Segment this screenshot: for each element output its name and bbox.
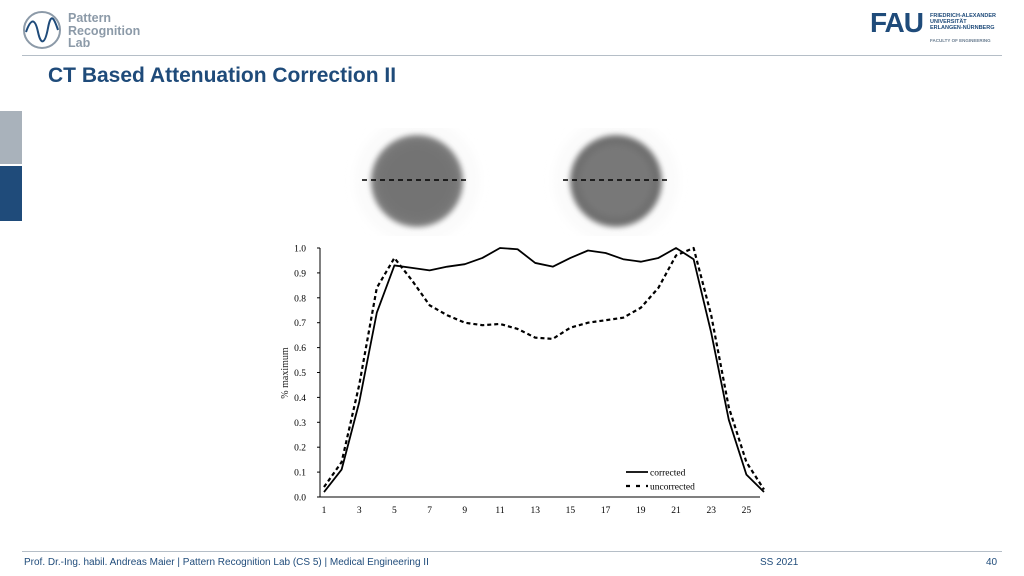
y-tick-label: 1.0 <box>294 245 306 255</box>
footer-credits: Prof. Dr.-Ing. habil. Andreas Maier | Pa… <box>24 557 429 568</box>
series-line-uncorrected <box>323 246 765 491</box>
phantom-images <box>359 128 674 236</box>
side-tab-grey <box>0 111 22 164</box>
y-tick-label: 0.1 <box>294 469 306 479</box>
x-tick-label: 21 <box>671 506 681 516</box>
y-tick-label: 0.9 <box>294 269 306 279</box>
y-tick-label: 0.2 <box>294 444 306 454</box>
lab-logo: Pattern Recognition Lab <box>22 10 152 54</box>
footer-semester: SS 2021 <box>760 557 799 568</box>
x-tick-label: 3 <box>357 506 362 516</box>
slide-title: CT Based Attenuation Correction II <box>48 64 397 87</box>
series-line-corrected <box>323 247 765 493</box>
y-tick-label: 0.5 <box>294 369 306 379</box>
y-tick-label: 0.7 <box>294 319 306 329</box>
phantom-uncorrected <box>558 128 674 236</box>
fau-mark: FAU <box>870 7 924 38</box>
chart-legend: corrected uncorrected <box>626 469 695 493</box>
x-tick-label: 1 <box>322 506 327 516</box>
y-tick-label: 0.3 <box>294 419 306 429</box>
x-tick-label: 19 <box>636 506 646 516</box>
x-tick-label: 17 <box>601 506 611 516</box>
y-tick-label: 0.4 <box>294 394 306 404</box>
footer-divider <box>22 551 1002 552</box>
x-tick-label: 9 <box>462 506 467 516</box>
y-axis-label: % maximum <box>280 347 291 399</box>
fau-name: FRIEDRICH-ALEXANDER UNIVERSITÄT ERLANGEN… <box>930 13 996 31</box>
fau-logo: FAU FRIEDRICH-ALEXANDER UNIVERSITÄT ERLA… <box>870 8 1010 48</box>
x-tick-label: 7 <box>427 506 432 516</box>
pattern-recognition-lab-logo-icon <box>23 11 61 49</box>
y-tick-label: 0.6 <box>294 344 306 354</box>
y-tick-label: 0.8 <box>294 294 306 304</box>
x-tick-label: 11 <box>495 506 504 516</box>
phantom-corrected <box>359 128 475 236</box>
legend-label-corrected: corrected <box>650 469 686 479</box>
x-tick-label: 13 <box>530 506 540 516</box>
x-tick-label: 5 <box>392 506 397 516</box>
x-tick-label: 15 <box>566 506 576 516</box>
x-tick-label: 23 <box>706 506 716 516</box>
lab-logo-text: Pattern Recognition Lab <box>68 11 141 50</box>
header-divider <box>22 55 1002 56</box>
page-number: 40 <box>986 557 998 568</box>
legend-label-uncorrected: uncorrected <box>650 483 695 493</box>
y-tick-label: 0.0 <box>294 494 306 504</box>
side-tab-blue <box>0 166 22 221</box>
fau-faculty: FACULTY OF ENGINEERING <box>930 38 991 43</box>
x-tick-label: 25 <box>742 506 752 516</box>
